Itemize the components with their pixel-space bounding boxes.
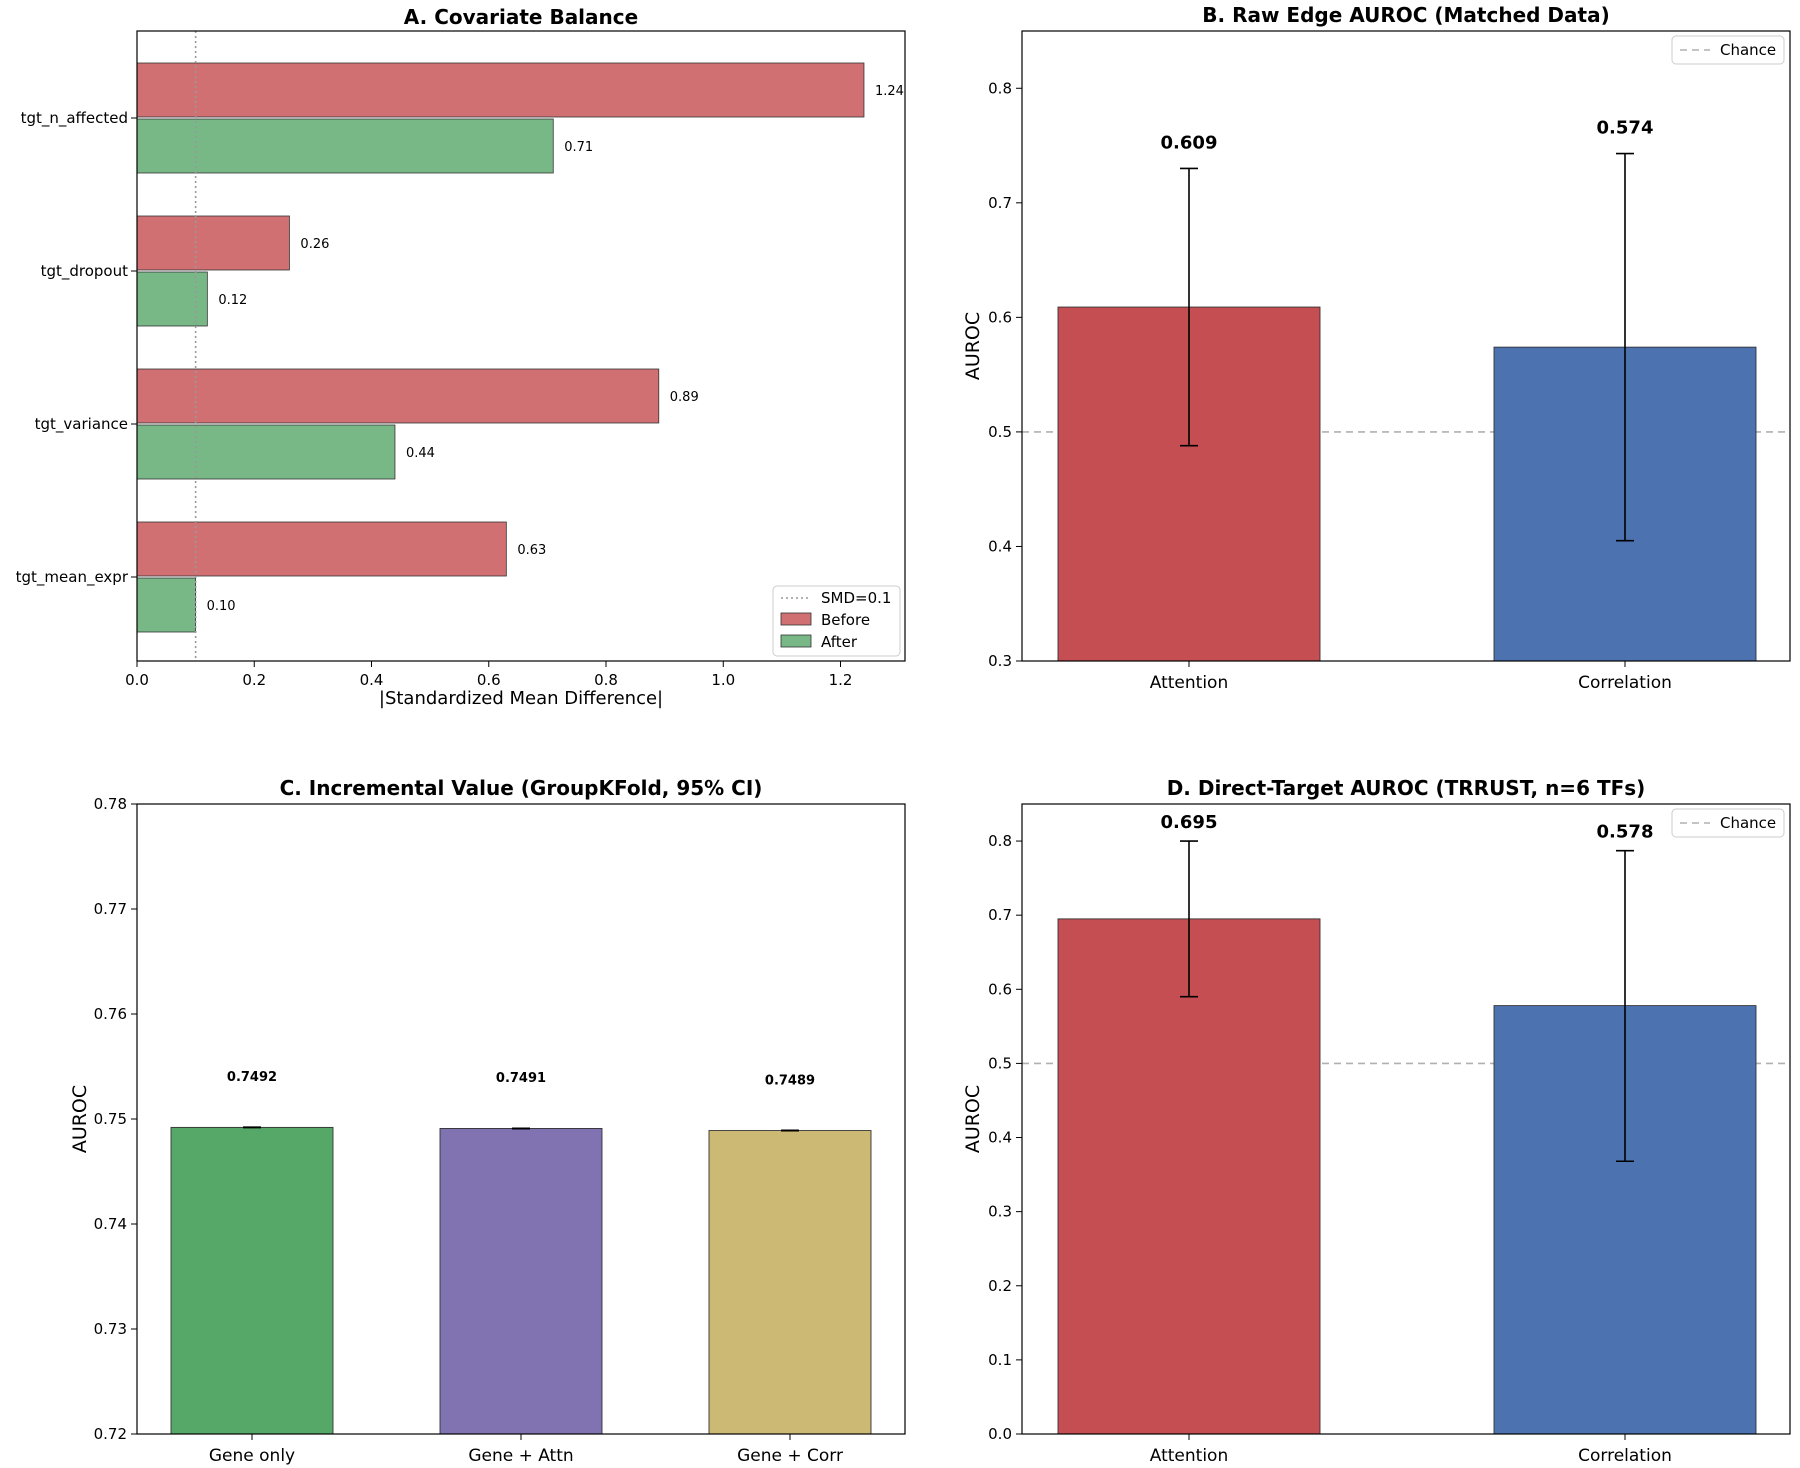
legend-label-chance: Chance: [1720, 41, 1776, 59]
y-axis-label: AUROC: [69, 1085, 91, 1153]
bar-value-label: 0.7489: [765, 1073, 815, 1088]
y-tick-label: 0.77: [94, 900, 127, 918]
bar-value-label: 0.7491: [496, 1071, 546, 1086]
bar-after: [136, 118, 554, 174]
y-tick-label: 0.5: [988, 1054, 1012, 1072]
x-category-label: Attention: [1150, 1446, 1228, 1466]
y-axis-label: AUROC: [962, 1085, 984, 1153]
bar-after: [136, 424, 396, 480]
y-category-label: tgt_n_affected: [21, 109, 128, 128]
plot-frame: [136, 30, 906, 662]
x-axis-label: |Standardized Mean Difference|: [379, 688, 663, 709]
y-category-label: tgt_dropout: [41, 262, 129, 281]
bar-before: [136, 215, 290, 271]
legend: Chance: [1671, 808, 1785, 838]
y-tick-label: 0.3: [988, 1203, 1012, 1221]
y-tick-label: 0.2: [988, 1277, 1012, 1295]
bar-gene-corr: [708, 1130, 872, 1435]
bar-value-label: 0.63: [517, 543, 546, 558]
bar-attention: [1057, 918, 1321, 1435]
x-category-label: Gene only: [209, 1446, 295, 1466]
bar-gene-only: [170, 1126, 334, 1435]
bar-value-label: 0.7492: [227, 1070, 277, 1085]
panel-d: 0.695 Attention 0.578 Correlation 0.0 0.1 0.2 0…: [962, 776, 1791, 1466]
x-tick-label: 0.8: [594, 671, 618, 689]
legend-label-smd: SMD=0.1: [821, 589, 891, 607]
bar-before: [136, 62, 865, 118]
y-tick-label: 0.7: [988, 906, 1012, 924]
x-tick-label: 0.2: [242, 671, 266, 689]
legend: Chance: [1671, 35, 1785, 65]
bar-value-label: 0.89: [670, 390, 699, 405]
bar-after: [136, 577, 197, 633]
y-category-label: tgt_variance: [35, 415, 128, 434]
y-tick-label: 0.6: [988, 308, 1012, 326]
bar-value-label: 0.695: [1161, 812, 1218, 833]
y-tick-label: 0.5: [988, 423, 1012, 441]
legend-box: [1671, 808, 1785, 838]
legend-label-after: After: [821, 633, 858, 651]
bar-value-label: 0.26: [300, 237, 329, 252]
x-category-label: Gene + Attn: [468, 1446, 573, 1466]
bar-value-label: 0.71: [564, 140, 593, 155]
legend-swatch-after: [780, 634, 812, 648]
legend-box: [1671, 35, 1785, 65]
y-tick-label: 0.72: [94, 1425, 127, 1443]
panel-b: 0.609 Attention 0.574 Correlation 0.3 0.4 0.5 0…: [962, 3, 1791, 693]
y-axis-label: AUROC: [962, 312, 984, 380]
bar-value-label: 1.24: [875, 84, 904, 99]
bar-gene-attn: [439, 1127, 603, 1435]
panel-a: 1.24 0.26 0.89 0.63 0.71 0.12 0.44 0.10 0.0 0.2 0.…: [16, 5, 906, 709]
y-tick-label: 0.75: [94, 1110, 127, 1128]
chart-title: C. Incremental Value (GroupKFold, 95% CI…: [280, 776, 763, 800]
x-category-label: Attention: [1150, 673, 1228, 693]
y-tick-label: 0.0: [988, 1425, 1012, 1443]
y-tick-label: 0.8: [988, 832, 1012, 850]
y-tick-label: 0.6: [988, 980, 1012, 998]
bar-after: [136, 271, 208, 327]
y-category-label: tgt_mean_expr: [16, 568, 129, 587]
y-tick-label: 0.4: [988, 537, 1012, 555]
x-category-label: Gene + Corr: [737, 1446, 843, 1466]
bar-value-label: 0.44: [406, 446, 435, 461]
y-tick-label: 0.74: [94, 1215, 127, 1233]
chart-title: B. Raw Edge AUROC (Matched Data): [1202, 3, 1609, 27]
y-tick-label: 0.7: [988, 194, 1012, 212]
legend-label-before: Before: [821, 611, 870, 629]
y-tick-label: 0.1: [988, 1351, 1012, 1369]
bar-before: [136, 521, 507, 577]
y-tick-label: 0.8: [988, 79, 1012, 97]
x-category-label: Correlation: [1578, 1446, 1672, 1466]
x-tick-label: 0.4: [360, 671, 384, 689]
y-tick-label: 0.73: [94, 1320, 127, 1338]
y-tick-label: 0.4: [988, 1129, 1012, 1147]
plot-frame: [1021, 30, 1791, 662]
x-tick-label: 0.0: [125, 671, 149, 689]
chart-title: A. Covariate Balance: [404, 5, 638, 29]
x-category-label: Correlation: [1578, 673, 1672, 693]
y-tick-label: 0.76: [94, 1005, 127, 1023]
legend: SMD=0.1 Before After: [772, 585, 901, 657]
bar-value-label: 0.10: [207, 599, 236, 614]
panel-c: 0.7492 Gene only 0.7491 Gene + Attn 0.7489 Ge…: [69, 776, 906, 1466]
bar-value-label: 0.578: [1597, 822, 1654, 843]
x-tick-label: 1.0: [711, 671, 735, 689]
bar-before: [136, 368, 660, 424]
bar-value-label: 0.574: [1597, 118, 1654, 139]
y-tick-label: 0.78: [94, 795, 127, 813]
bar-value-label: 0.609: [1161, 132, 1218, 153]
legend-swatch-before: [780, 612, 812, 626]
y-tick-label: 0.3: [988, 652, 1012, 670]
x-tick-label: 0.6: [477, 671, 501, 689]
plot-frame: [1021, 803, 1791, 1435]
chart-title: D. Direct-Target AUROC (TRRUST, n=6 TFs): [1167, 776, 1646, 800]
legend-label-chance: Chance: [1720, 814, 1776, 832]
bar-value-label: 0.12: [218, 293, 247, 308]
x-tick-label: 1.2: [829, 671, 853, 689]
